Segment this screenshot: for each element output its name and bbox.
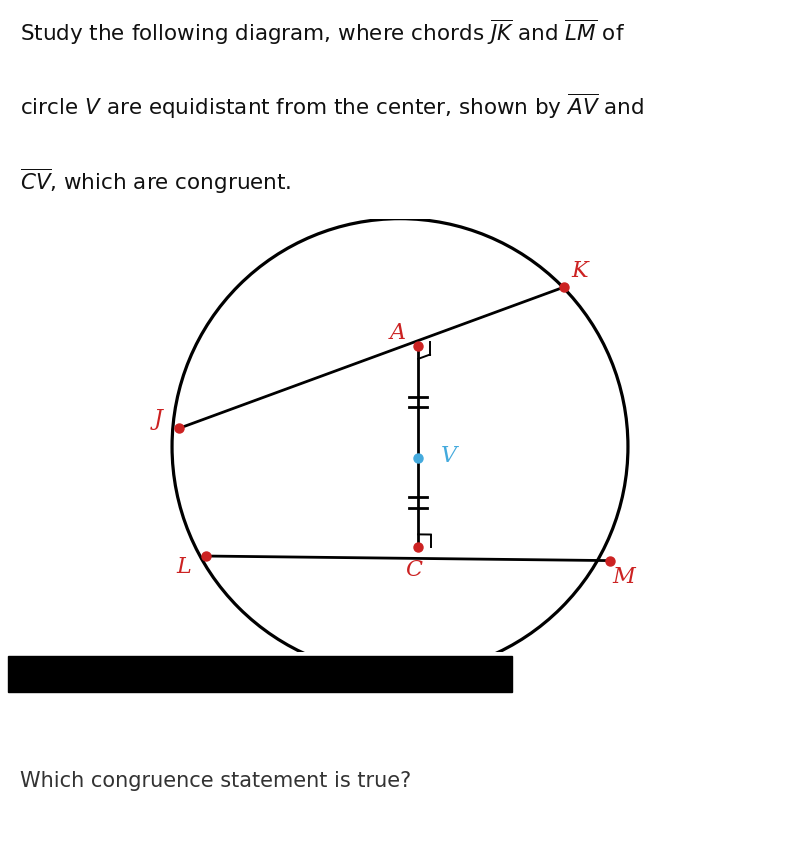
Text: C: C [405, 558, 422, 581]
Text: K: K [572, 260, 588, 282]
Text: circle $V$ are equidistant from the center, shown by $\overline{AV}$ and: circle $V$ are equidistant from the cent… [20, 92, 644, 121]
Text: Which congruence statement is true?: Which congruence statement is true? [20, 771, 411, 791]
Text: A: A [390, 321, 406, 344]
FancyBboxPatch shape [8, 656, 512, 692]
Text: J: J [154, 408, 163, 431]
Text: Study the following diagram, where chords $\overline{JK}$ and $\overline{LM}$ of: Study the following diagram, where chord… [20, 18, 625, 47]
Text: $\overline{CV}$, which are congruent.: $\overline{CV}$, which are congruent. [20, 167, 291, 195]
Text: M: M [612, 565, 634, 588]
Text: L: L [176, 557, 191, 579]
Text: V: V [441, 445, 457, 467]
